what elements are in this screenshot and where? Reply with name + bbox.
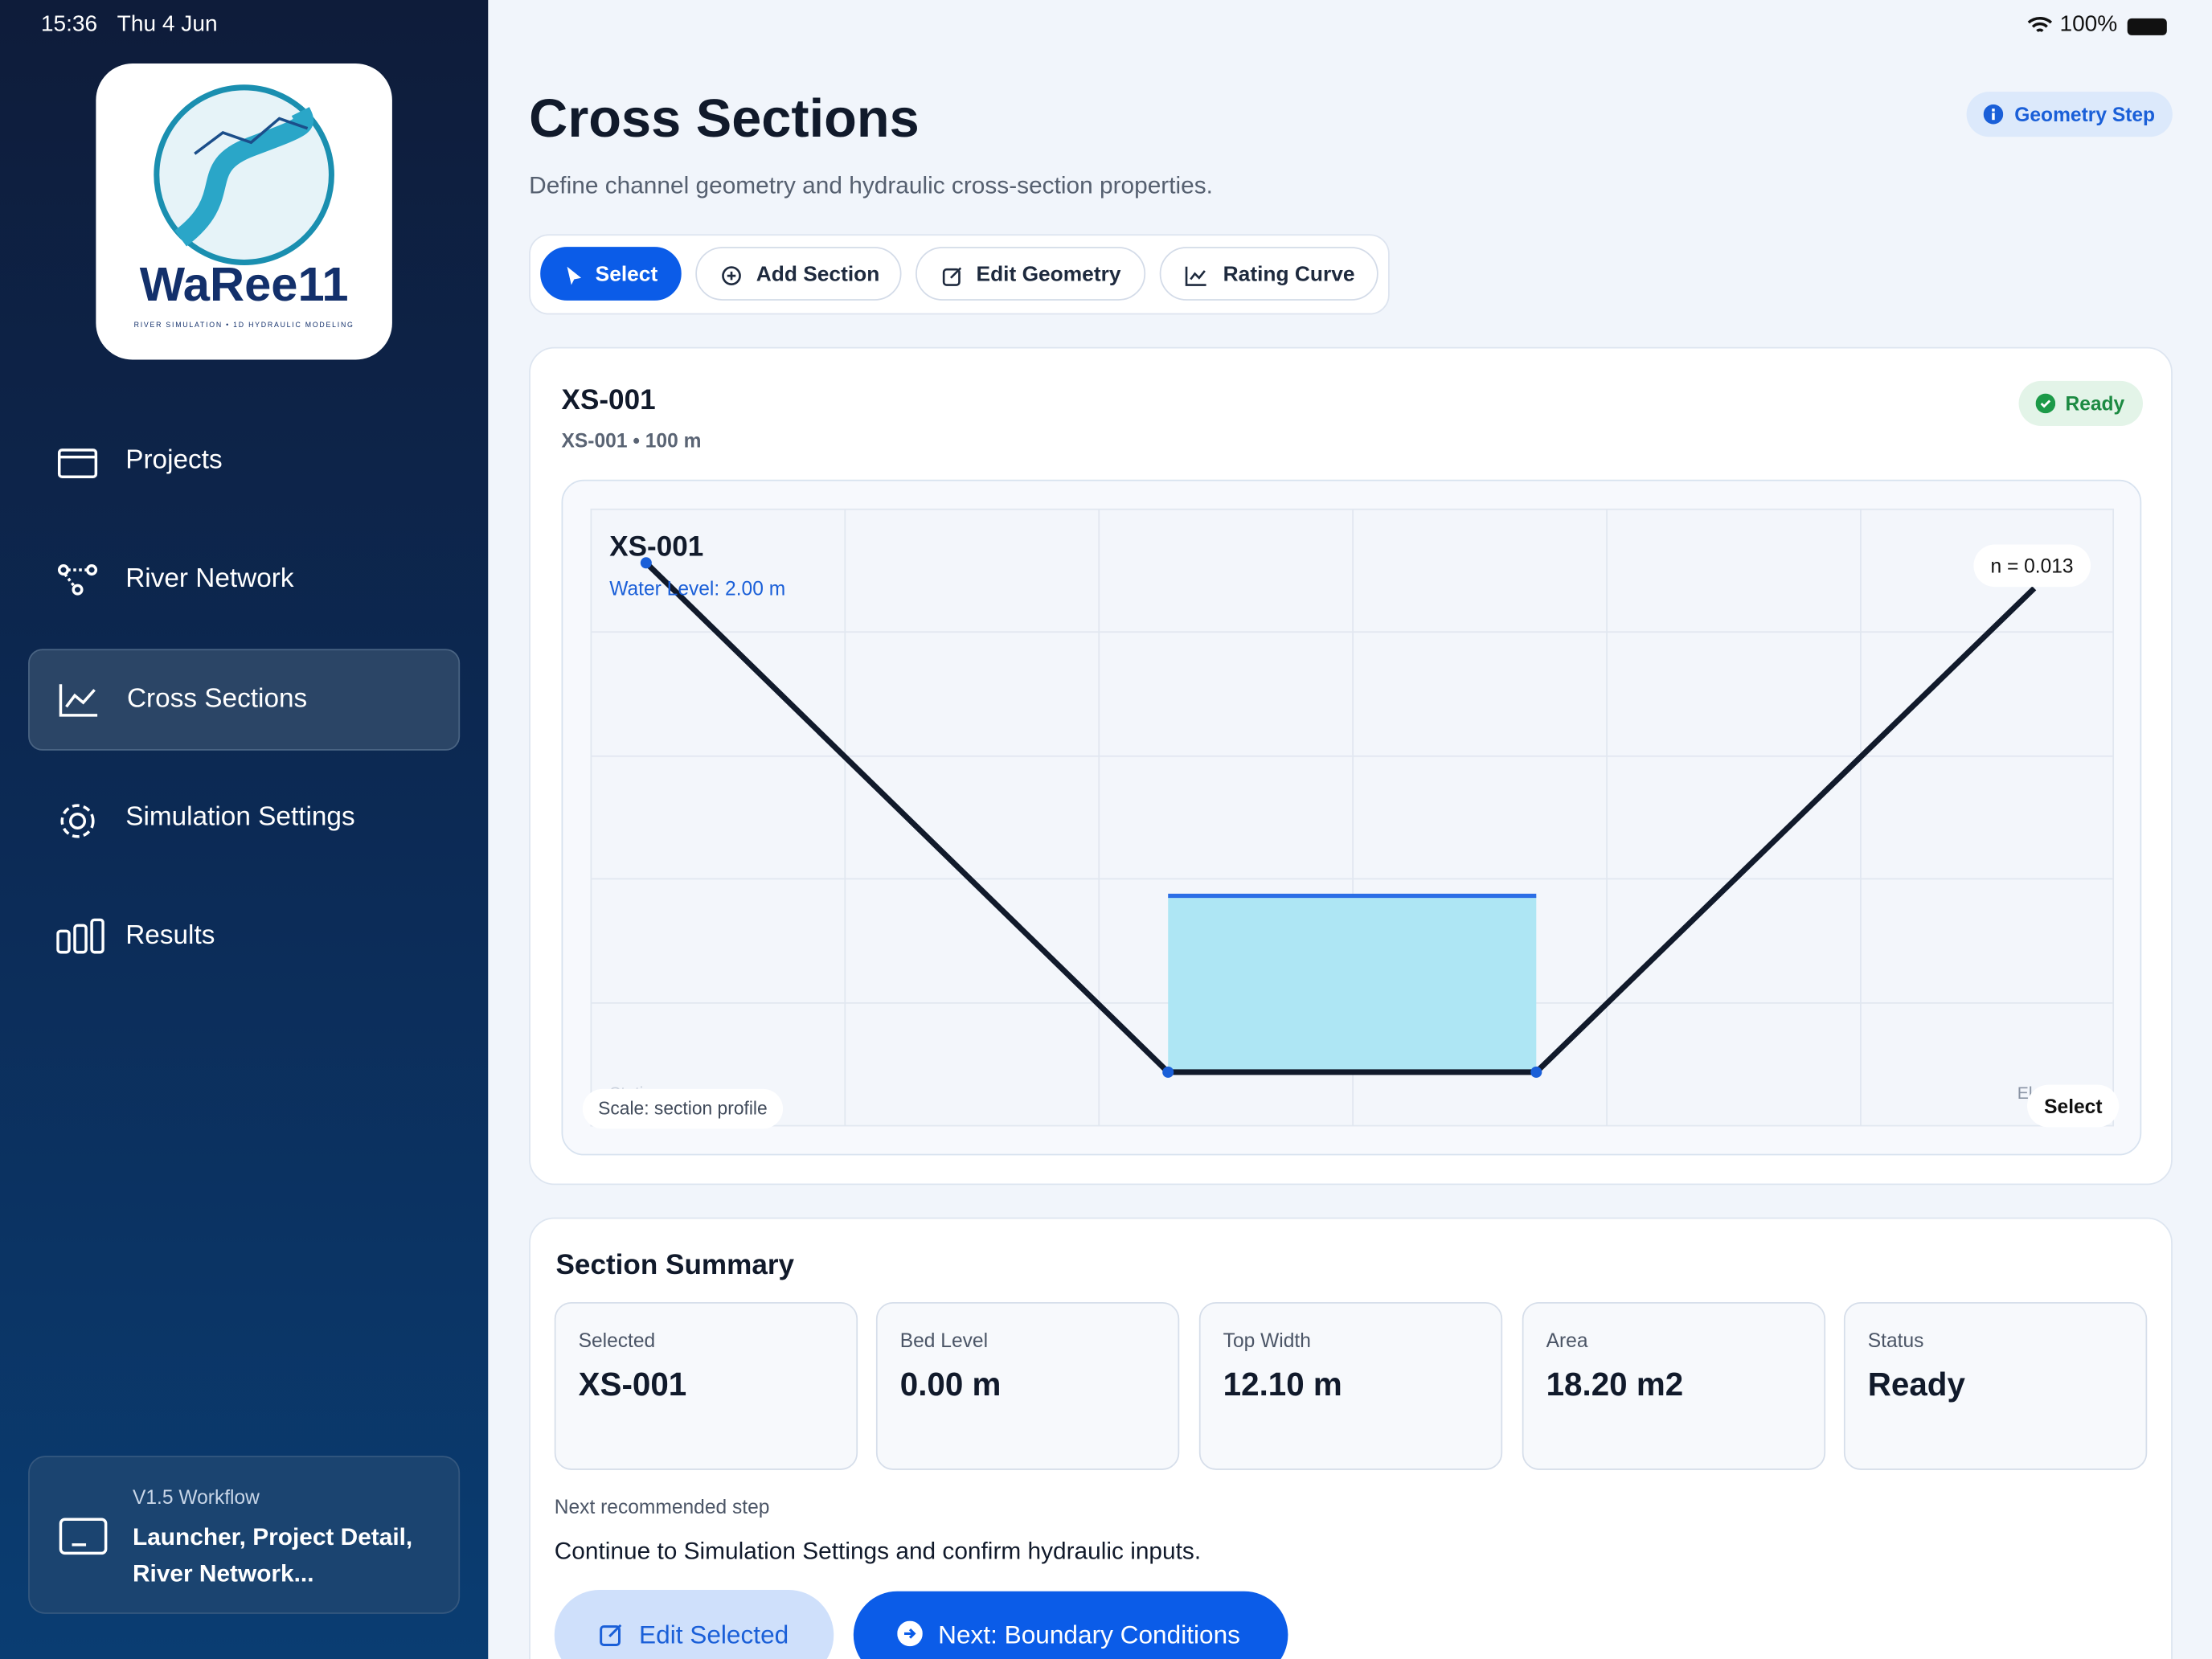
stat-value: 18.20 m2 xyxy=(1546,1365,1684,1403)
tool-label[interactable]: Rating Curve xyxy=(1223,262,1355,287)
next-button-label[interactable]: Next: Boundary Conditions xyxy=(938,1620,1240,1649)
tool-button[interactable]: Add Section xyxy=(695,247,902,301)
nav-label[interactable]: Projects xyxy=(125,445,223,476)
profile-panel: XS-001 Water Level: 2.00 m n = 0.013 Sta… xyxy=(561,479,2142,1156)
stat-label: Selected xyxy=(578,1329,656,1352)
section-title: XS-001 xyxy=(561,385,656,416)
logo-title: WaRee11 xyxy=(139,258,349,312)
mode-tag: Select xyxy=(2027,1084,2120,1128)
stat-value: 0.00 m xyxy=(899,1365,1002,1403)
page-title: Cross Sections xyxy=(529,90,920,150)
status-date: Thu 4 Jun xyxy=(117,12,218,37)
tool-button[interactable]: Edit Geometry xyxy=(916,247,1146,301)
status-badge-text: Ready xyxy=(2065,391,2125,415)
step-badge: Geometry Step xyxy=(1966,92,2173,137)
section-meta: XS-001 • 100 m xyxy=(561,428,702,452)
nav-label[interactable]: Cross Sections xyxy=(126,684,308,715)
logo: WaRee11 RIVER SIMULATION • 1D HYDRAULIC … xyxy=(96,63,392,360)
stat-value: 12.10 m xyxy=(1223,1365,1342,1403)
nav-item[interactable]: Results xyxy=(28,887,460,989)
stat-label: Bed Level xyxy=(899,1329,989,1352)
summary-title: Section Summary xyxy=(555,1250,795,1281)
stat-label: Area xyxy=(1546,1329,1588,1352)
status-badge: Ready xyxy=(2018,380,2143,427)
stat-card: Selected XS-001 xyxy=(554,1301,858,1470)
section-card: XS-001 XS-001 • 100 m Ready XS-001 Water… xyxy=(529,346,2173,1186)
nav-item[interactable]: River Network xyxy=(28,530,460,632)
tool-label[interactable]: Edit Geometry xyxy=(976,262,1121,287)
page-subtitle: Define channel geometry and hydraulic cr… xyxy=(529,172,1213,199)
logo-tagline: RIVER SIMULATION • 1D HYDRAULIC MODELING xyxy=(133,322,354,330)
profile-label: XS-001 xyxy=(609,531,704,563)
nav-item[interactable]: Simulation Settings xyxy=(28,769,460,870)
nav-label[interactable]: River Network xyxy=(125,564,294,594)
stat-value: Ready xyxy=(1867,1365,1965,1403)
profile-drawing xyxy=(590,508,2115,1127)
roughness-tag: n = 0.013 xyxy=(1973,544,2091,588)
stat-card: Bed Level 0.00 m xyxy=(875,1301,1180,1470)
workflow-text: Launcher, Project Detail, River Network.… xyxy=(132,1523,413,1587)
battery-text: 100% xyxy=(2059,12,2118,37)
tool-label[interactable]: Add Section xyxy=(756,262,880,287)
stat-card: Status Ready xyxy=(1843,1301,2148,1470)
stat-card: Area 18.20 m2 xyxy=(1522,1301,1826,1470)
status-time: 15:36 xyxy=(40,12,98,37)
edit-button-label[interactable]: Edit Selected xyxy=(639,1620,789,1649)
workflow-label: V1.5 Workflow xyxy=(132,1485,260,1509)
nav-item-active[interactable]: Cross Sections xyxy=(28,649,461,751)
nav-label[interactable]: Simulation Settings xyxy=(125,802,355,833)
tool-button[interactable]: Rating Curve xyxy=(1159,247,1378,301)
edit-button[interactable]: Edit Selected xyxy=(554,1589,834,1659)
scale-tag: Scale: section profile xyxy=(582,1088,783,1129)
sidebar: 15:36 Thu 4 Jun WaRee11 RIVER SIMULATION… xyxy=(0,0,489,1659)
next-label: Next recommended step xyxy=(554,1495,770,1518)
nav-label[interactable]: Results xyxy=(125,921,215,951)
workflow-card[interactable]: V1.5 Workflow Launcher, Project Detail, … xyxy=(28,1456,461,1614)
next-button[interactable]: Next: Boundary Conditions xyxy=(853,1591,1288,1659)
tool-button[interactable]: Select xyxy=(540,247,682,301)
logo-emblem xyxy=(154,84,334,265)
status-icons xyxy=(2027,17,2167,35)
stat-label: Status xyxy=(1867,1329,1924,1352)
water-level: Water Level: 2.00 m xyxy=(609,576,786,600)
step-badge-text: Geometry Step xyxy=(2014,103,2156,126)
nav-item[interactable]: Projects xyxy=(28,412,460,513)
stat-card: Top Width 12.10 m xyxy=(1198,1301,1503,1470)
stat-value: XS-001 xyxy=(578,1365,687,1403)
tool-label[interactable]: Select xyxy=(595,262,658,287)
next-text: Continue to Simulation Settings and conf… xyxy=(554,1538,1202,1565)
stat-label: Top Width xyxy=(1223,1329,1311,1352)
